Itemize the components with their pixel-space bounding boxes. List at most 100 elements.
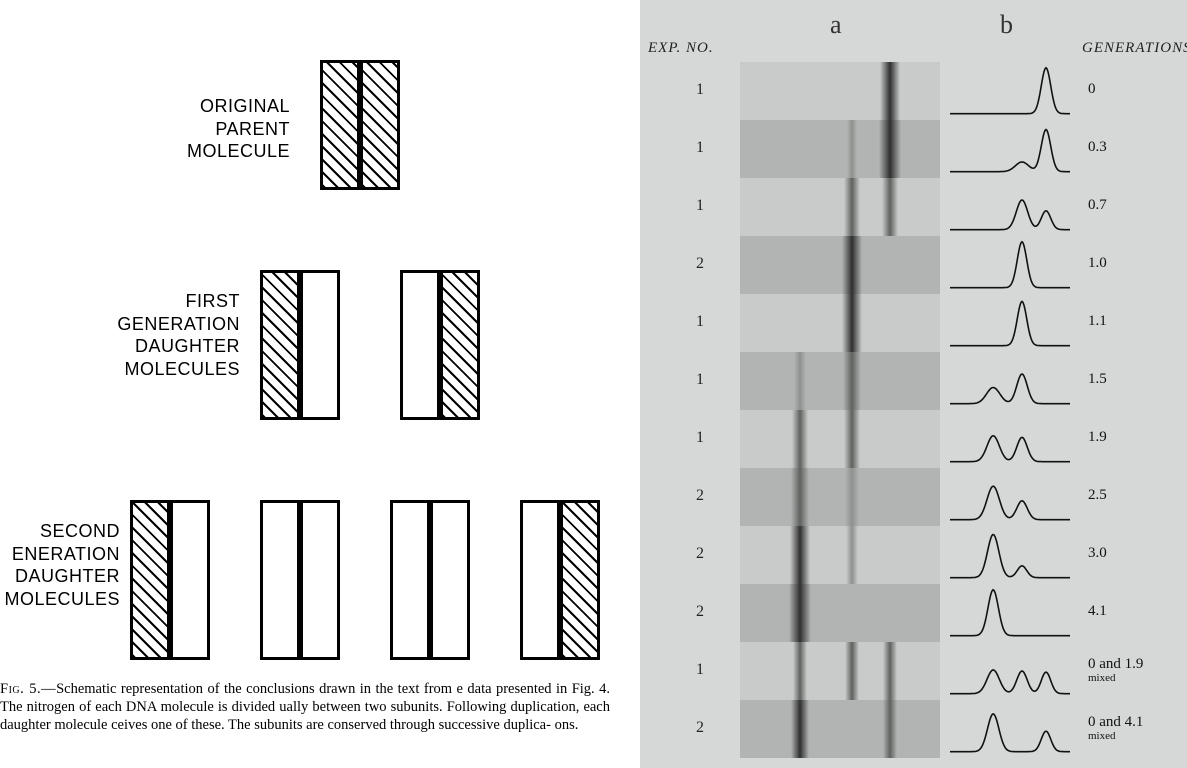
gel-band xyxy=(880,62,900,120)
row1-label-line: MOLECULES xyxy=(60,358,240,381)
generation-label: 2.5 xyxy=(1088,488,1107,504)
densitometer-trace xyxy=(950,410,1070,468)
densitometer-trace xyxy=(950,584,1070,642)
row0-label-line: PARENT xyxy=(100,118,290,141)
row2-molecule xyxy=(390,500,470,660)
gel-band xyxy=(846,526,858,584)
molecule-half-left xyxy=(520,500,560,660)
gel-lane xyxy=(740,120,940,178)
row0-label-line: MOLECULE xyxy=(100,140,290,163)
densitometer-trace xyxy=(950,352,1070,410)
column-b-header: b xyxy=(1000,10,1013,40)
gel-lane-bg xyxy=(740,120,940,178)
molecule-half-left xyxy=(260,500,300,660)
left-figure: ORIGINAL PARENT MOLECULE FIRST GENERATIO… xyxy=(0,0,620,768)
generation-label: 1.1 xyxy=(1088,314,1107,330)
gel-band xyxy=(882,178,898,236)
densitometer-trace xyxy=(950,236,1070,294)
generation-label: 0.7 xyxy=(1088,198,1107,214)
gel-band xyxy=(845,468,859,526)
molecule-half-left xyxy=(260,270,300,420)
row1-label-line: DAUGHTER xyxy=(60,335,240,358)
exp-no-label: 1 xyxy=(680,139,720,157)
gel-lane xyxy=(740,410,940,468)
exp-no-header: EXP. NO. xyxy=(648,40,714,57)
row1-label: FIRST GENERATION DAUGHTER MOLECULES xyxy=(60,290,240,380)
gel-lane-bg xyxy=(740,62,940,120)
exp-no-label: 1 xyxy=(680,371,720,389)
generation-sublabel: mixed xyxy=(1088,673,1143,685)
gel-lane-bg xyxy=(740,178,940,236)
exp-no-label: 1 xyxy=(680,197,720,215)
gel-band xyxy=(879,120,901,178)
generation-label: 1.5 xyxy=(1088,372,1107,388)
exp-no-label: 2 xyxy=(680,487,720,505)
gel-band xyxy=(847,120,857,178)
page-root: ORIGINAL PARENT MOLECULE FIRST GENERATIO… xyxy=(0,0,1187,768)
densitometer-trace xyxy=(950,700,1070,758)
molecule-half-right xyxy=(300,270,340,420)
gel-band xyxy=(883,700,897,758)
generation-label: 0 and 1.9mixed xyxy=(1088,657,1143,684)
gel-lane-bg xyxy=(740,352,940,410)
row1-label-line: GENERATION xyxy=(60,313,240,336)
row0-molecule xyxy=(320,60,400,190)
column-a-header: a xyxy=(830,10,842,40)
right-figure: a b EXP. NO. GENERATIONS 1010.310.721.01… xyxy=(640,0,1187,768)
molecule-half-left xyxy=(130,500,170,660)
figure-caption: Fig. 5.—Schematic representation of the … xyxy=(0,680,610,734)
exp-no-label: 1 xyxy=(680,81,720,99)
gel-lane-bg xyxy=(740,236,940,294)
exp-no-label: 1 xyxy=(680,661,720,679)
gel-band xyxy=(791,468,809,526)
gel-lane xyxy=(740,700,940,758)
gel-band xyxy=(789,584,811,642)
gel-lane-bg xyxy=(740,642,940,700)
gel-band xyxy=(842,294,862,352)
gel-lane xyxy=(740,352,940,410)
row2-label-line: MOLECULES xyxy=(0,588,120,611)
gel-band xyxy=(793,642,807,700)
exp-no-label: 2 xyxy=(680,719,720,737)
generation-label: 4.1 xyxy=(1088,604,1107,620)
row2-label: SECOND ENERATION DAUGHTER MOLECULES xyxy=(0,520,120,610)
gel-band xyxy=(791,700,809,758)
gel-lane xyxy=(740,62,940,120)
molecule-half-left xyxy=(320,60,360,190)
generation-label: 0.3 xyxy=(1088,140,1107,156)
gel-lane xyxy=(740,178,940,236)
caption-text: Schematic representation of the conclusi… xyxy=(0,681,610,733)
densitometer-trace xyxy=(950,526,1070,584)
densitometer-trace xyxy=(950,62,1070,120)
row0-label: ORIGINAL PARENT MOLECULE xyxy=(100,95,290,163)
gel-band xyxy=(790,526,810,584)
row2-molecule xyxy=(520,500,600,660)
molecule-half-right xyxy=(360,60,400,190)
molecule-half-right xyxy=(300,500,340,660)
gel-lane-bg xyxy=(740,294,940,352)
exp-no-label: 1 xyxy=(680,429,720,447)
row2-molecule xyxy=(130,500,210,660)
generation-label: 0 and 4.1mixed xyxy=(1088,715,1143,742)
gel-band xyxy=(792,410,808,468)
gel-lane-bg xyxy=(740,584,940,642)
gel-band xyxy=(794,352,806,410)
generation-label: 0 xyxy=(1088,82,1096,98)
row0-label-line: ORIGINAL xyxy=(100,95,290,118)
caption-lead: Fig. 5.— xyxy=(0,681,56,697)
row2-label-line: ENERATION xyxy=(0,543,120,566)
molecule-half-right xyxy=(170,500,210,660)
generation-label: 1.0 xyxy=(1088,256,1107,272)
densitometer-trace xyxy=(950,178,1070,236)
gel-lane xyxy=(740,642,940,700)
gel-band xyxy=(844,410,860,468)
exp-no-label: 1 xyxy=(680,313,720,331)
generation-label: 3.0 xyxy=(1088,546,1107,562)
densitometer-trace xyxy=(950,642,1070,700)
gel-lane xyxy=(740,468,940,526)
densitometer-trace xyxy=(950,468,1070,526)
molecule-half-right xyxy=(560,500,600,660)
gel-lane-bg xyxy=(740,410,940,468)
gel-band xyxy=(844,178,860,236)
gel-lane-bg xyxy=(740,468,940,526)
